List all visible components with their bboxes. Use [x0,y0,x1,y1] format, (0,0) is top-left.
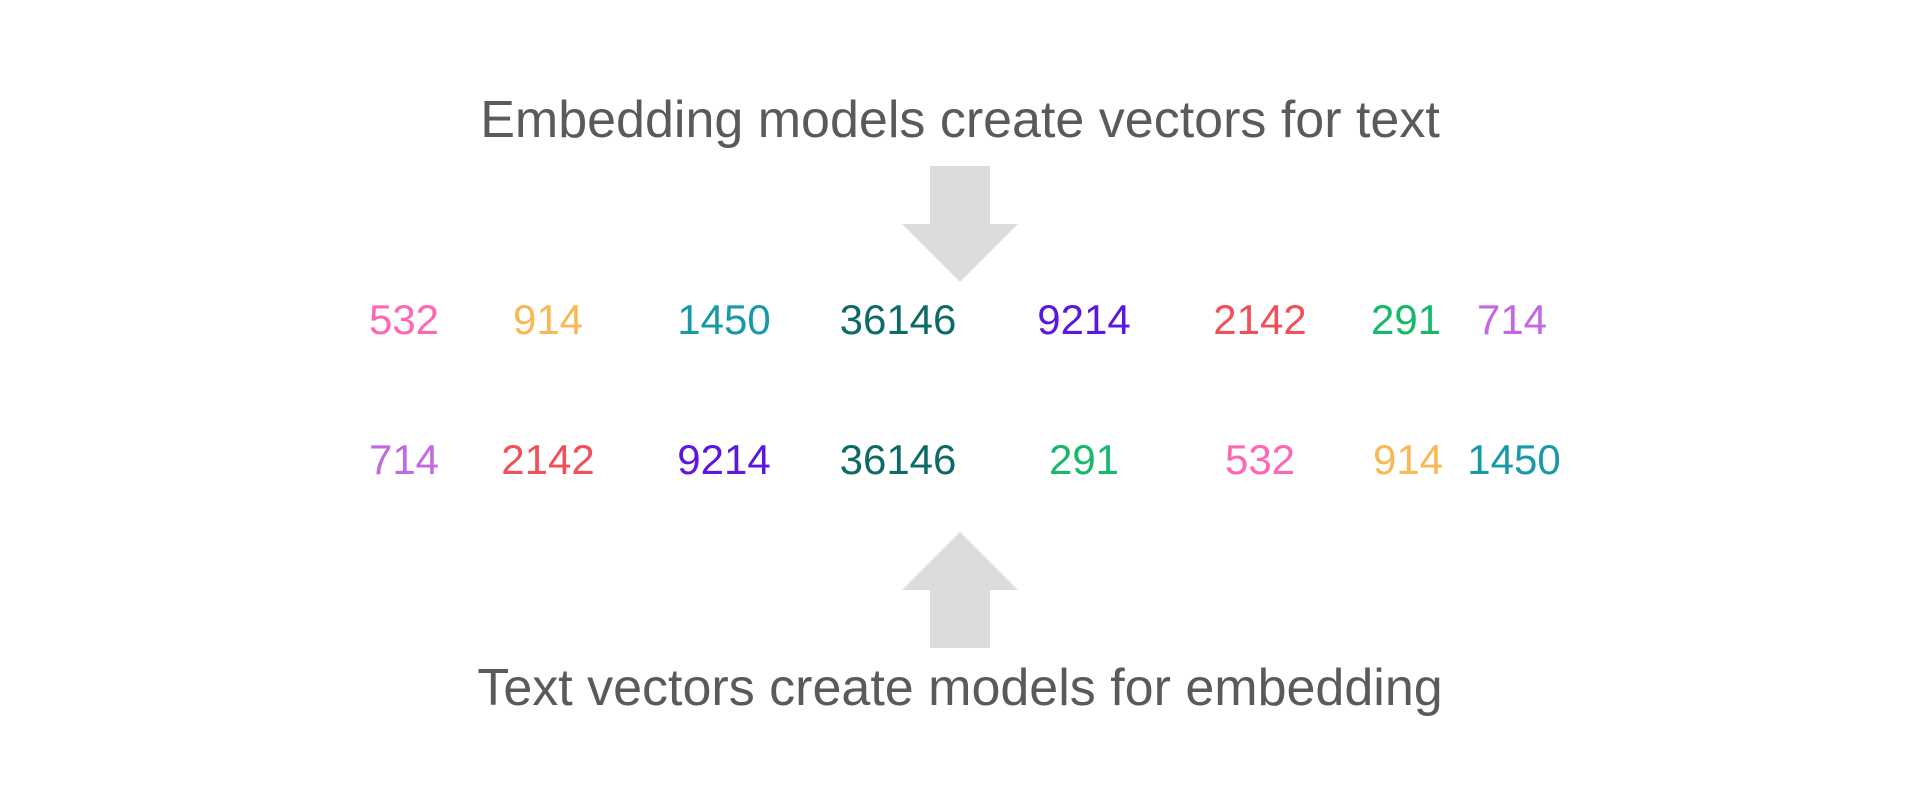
up-arrow-icon [902,532,1018,648]
top-sentence: Embedding models create vectors for text [480,91,1440,149]
bottom-token-3: 9214 [677,436,771,483]
top-token-4: 36146 [839,296,957,343]
top-token-6: 2142 [1213,296,1307,343]
up-arrow-shape [902,532,1018,648]
top-token-8: 714 [1476,296,1548,343]
bottom-sentence: Text vectors create models for embedding [477,659,1443,717]
bottom-token-6: 532 [1224,436,1296,483]
bottom-token-4: 36146 [839,436,957,483]
bottom-token-5: 291 [1048,436,1120,483]
top-token-5: 9214 [1037,296,1131,343]
bottom-token-1: 714 [368,436,440,483]
bottom-token-7: 914 [1372,436,1444,483]
bottom-token-2: 2142 [501,436,595,483]
top-token-3: 1450 [677,296,771,343]
top-token-2: 914 [512,296,584,343]
top-token-7: 291 [1370,296,1442,343]
down-arrow-icon [902,166,1018,282]
bottom-token-8: 1450 [1467,436,1561,483]
down-arrow-shape [902,166,1018,282]
top-token-1: 532 [368,296,440,343]
